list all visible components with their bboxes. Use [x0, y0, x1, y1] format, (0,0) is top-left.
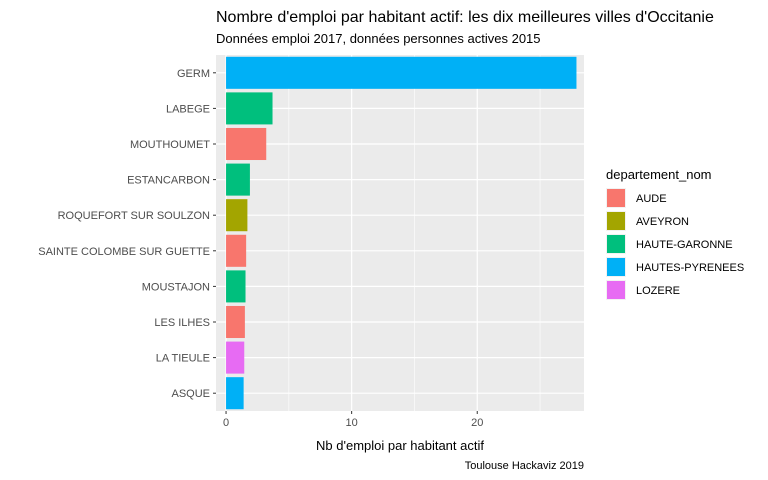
legend-swatch — [607, 235, 625, 253]
legend-swatch — [607, 258, 625, 276]
y-tick-label: ESTANCARBON — [127, 175, 210, 187]
grid-minor — [288, 55, 541, 411]
chart-caption: Toulouse Hackaviz 2019 — [465, 460, 584, 472]
legend-swatch — [607, 281, 625, 299]
legend: departement_nom AUDE AVEYRON HAUTE-GARONNE… — [606, 167, 744, 300]
bars — [226, 56, 577, 410]
x-axis: 0 10 20 — [223, 411, 483, 429]
y-tick-label: ROQUEFORT SUR SOULZON — [58, 210, 210, 222]
bar — [226, 341, 245, 374]
x-tick-label: 20 — [471, 417, 483, 429]
y-tick-label: GERM — [177, 68, 210, 80]
chart-subtitle: Données emploi 2017, données personnes a… — [216, 31, 541, 46]
y-tick-label: MOUSTAJON — [142, 281, 210, 293]
bar — [226, 234, 247, 267]
legend-label: LOZERE — [636, 285, 680, 297]
x-axis-title: Nb d'emploi par habitant actif — [316, 438, 484, 453]
bar — [226, 305, 245, 339]
x-tick-label: 0 — [223, 417, 229, 429]
plot-panel — [216, 55, 584, 411]
legend-label: AVEYRON — [636, 216, 689, 228]
y-tick-label: LA TIEULE — [156, 353, 210, 365]
y-tick-label: ASQUE — [171, 388, 210, 400]
bar — [226, 270, 246, 303]
y-tick-label: LES ILHES — [154, 317, 210, 329]
bar — [226, 199, 248, 232]
bar — [226, 127, 267, 161]
bar — [226, 56, 577, 89]
legend-label: HAUTES-PYRENEES — [636, 262, 744, 274]
legend-label: HAUTE-GARONNE — [636, 239, 733, 251]
legend-swatch — [607, 212, 625, 230]
legend-swatch — [607, 189, 625, 207]
legend-title: departement_nom — [606, 167, 712, 182]
legend-items: AUDE AVEYRON HAUTE-GARONNE HAUTES-PYRENEES L… — [606, 188, 744, 300]
x-tick-label: 10 — [346, 417, 358, 429]
bar — [226, 377, 244, 410]
grid-major — [216, 55, 584, 411]
y-axis: GERM LABEGE MOUTHOUMET ESTANCARBON ROQUEFORT… — [38, 68, 216, 400]
y-tick-label: SAINTE COLOMBE SUR GUETTE — [38, 246, 210, 258]
chart-title: Nombre d'emploi par habitant actif: les … — [216, 9, 714, 26]
bar — [226, 92, 273, 125]
y-tick-label: LABEGE — [166, 103, 210, 115]
y-tick-label: MOUTHOUMET — [130, 139, 210, 151]
legend-label: AUDE — [636, 193, 667, 205]
bar — [226, 163, 250, 196]
